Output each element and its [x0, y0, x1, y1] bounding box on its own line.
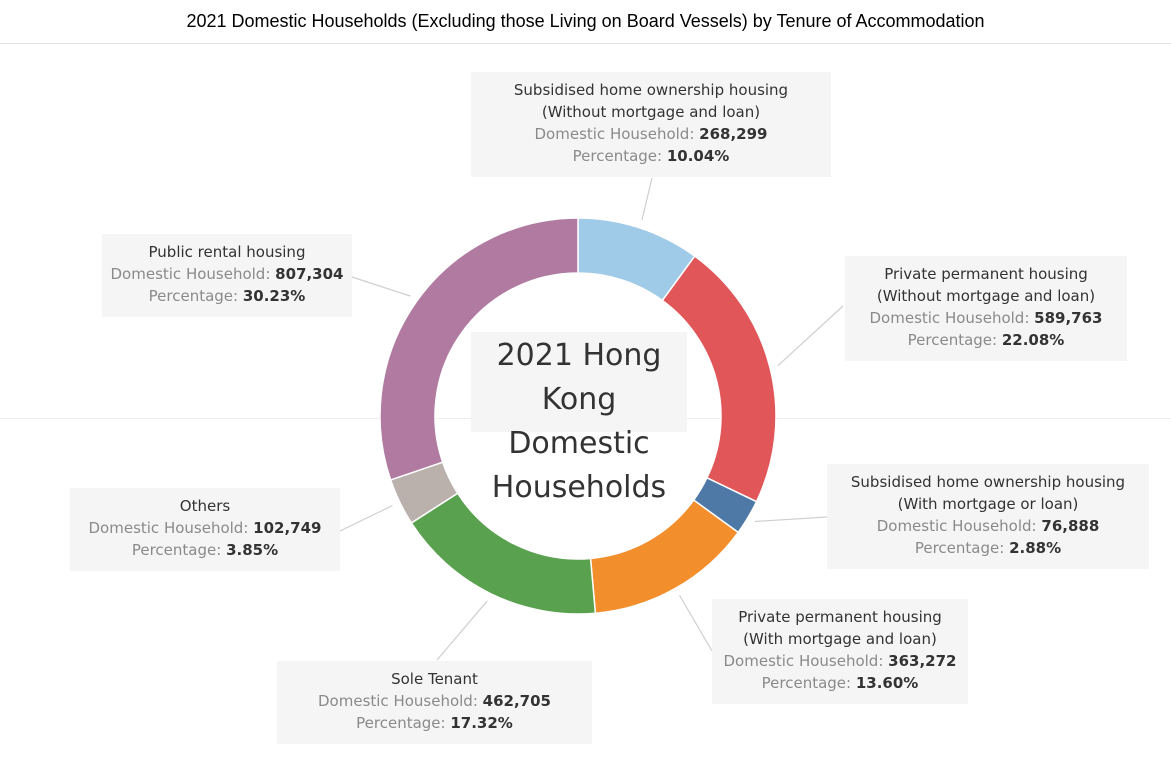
percentage-key: Percentage: [914, 539, 1005, 557]
percentage-key: Percentage: [907, 331, 998, 349]
annotation-label-line: Public rental housing [148, 243, 306, 261]
chart-title: 2021 Domestic Households (Excluding thos… [186, 11, 985, 31]
household-value: 102,749 [253, 519, 322, 537]
household-key: Domestic Household: [534, 125, 695, 143]
annotation-private-with-mortgage: Private permanent housing (With mortgage… [712, 599, 968, 704]
annotation-label-line: Sole Tenant [391, 670, 478, 688]
slice-public-rental[interactable] [379, 217, 579, 481]
household-value: 589,763 [1034, 309, 1103, 327]
percentage-key: Percentage: [761, 674, 852, 692]
leader-line-subsidised-without-mortgage [641, 177, 653, 221]
annotation-label-line: Private permanent housing [738, 608, 942, 626]
percentage-value: 22.08% [1001, 331, 1065, 349]
household-value: 807,304 [275, 265, 344, 283]
annotation-label-line: Subsidised home ownership housing [513, 81, 789, 99]
annotation-others: Others Domestic Household: 102,749 Perce… [70, 488, 340, 571]
slice-sole-tenant[interactable] [410, 492, 597, 615]
title-divider [0, 43, 1171, 44]
percentage-value: 10.04% [666, 147, 730, 165]
household-key: Domestic Household: [110, 265, 271, 283]
leader-line-private-without-mortgage [777, 305, 844, 367]
percentage-key: Percentage: [572, 147, 663, 165]
annotation-label-line: Private permanent housing [884, 265, 1088, 283]
annotation-label-line: (With mortgage or loan) [897, 495, 1079, 513]
percentage-value: 3.85% [226, 541, 279, 559]
percentage-value: 17.32% [450, 714, 513, 732]
percentage-key: Percentage: [356, 714, 446, 732]
annotation-public-rental: Public rental housing Domestic Household… [102, 234, 352, 317]
household-value: 363,272 [888, 652, 957, 670]
slice-private-with-mortgage[interactable] [589, 499, 740, 615]
household-key: Domestic Household: [88, 519, 249, 537]
annotation-label-line: (Without mortgage and loan) [876, 287, 1096, 305]
annotation-subsidised-without-mortgage: Subsidised home ownership housing (Witho… [471, 72, 831, 177]
leader-line-subsidised-with-mortgage [754, 516, 828, 523]
leader-line-sole-tenant [436, 600, 488, 661]
household-key: Domestic Household: [876, 517, 1037, 535]
household-value: 462,705 [482, 692, 551, 710]
percentage-value: 30.23% [242, 287, 306, 305]
annotation-private-without-mortgage: Private permanent housing (Without mortg… [845, 256, 1127, 361]
annotation-label-line: (With mortgage and loan) [743, 630, 937, 648]
annotation-label-line: Others [179, 497, 231, 515]
annotation-sole-tenant: Sole Tenant Domestic Household: 462,705 … [277, 661, 592, 744]
household-key: Domestic Household: [869, 309, 1030, 327]
household-value: 268,299 [699, 125, 768, 143]
household-key: Domestic Household: [723, 652, 884, 670]
leader-line-public-rental [351, 276, 411, 297]
percentage-value: 13.60% [855, 674, 919, 692]
center-title: 2021 Hong Kong Domestic Households [491, 338, 667, 505]
annotation-label-line: Subsidised home ownership housing [850, 473, 1126, 491]
percentage-key: Percentage: [148, 287, 239, 305]
percentage-key: Percentage: [131, 541, 222, 559]
center-label-background [471, 332, 687, 432]
household-value: 76,888 [1041, 517, 1100, 535]
household-key: Domestic Household: [318, 692, 478, 710]
percentage-value: 2.88% [1009, 539, 1062, 557]
annotation-label-line: (Without mortgage and loan) [541, 103, 761, 121]
leader-line-others [339, 504, 393, 532]
annotation-subsidised-with-mortgage: Subsidised home ownership housing (With … [827, 464, 1149, 569]
leader-line-private-with-mortgage [678, 594, 713, 652]
